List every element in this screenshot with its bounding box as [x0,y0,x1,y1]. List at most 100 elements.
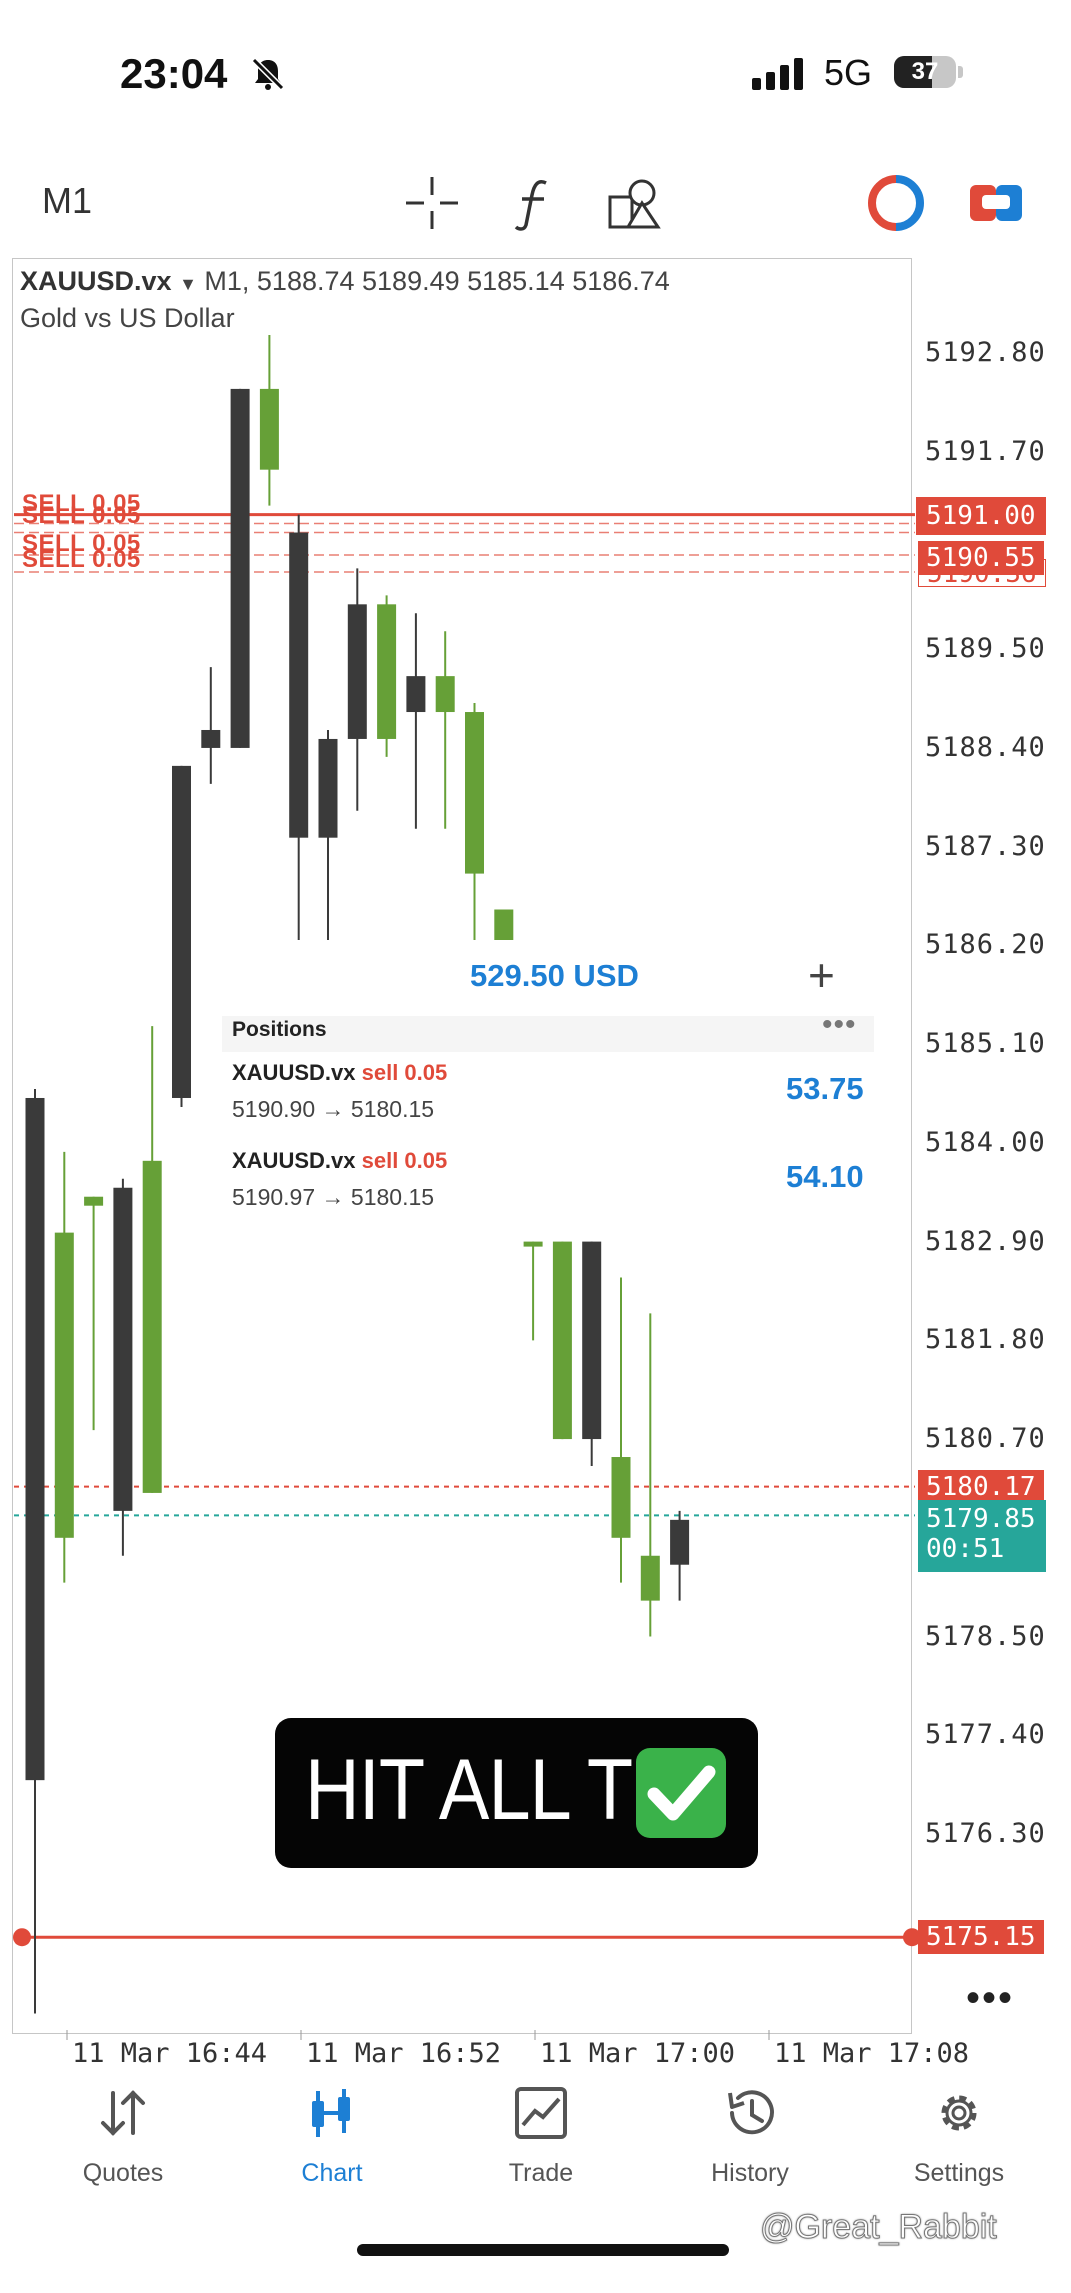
candle-body [640,1555,660,1601]
position-side: sell 0.05 [361,1148,448,1173]
time-tick-label: 11 Mar 17:08 [774,2038,970,2069]
price-tick-label: 5180.70 [925,1423,1046,1455]
candle-body [54,1232,74,1538]
bar-countdown: 00:51 [926,1534,1005,1564]
position-row[interactable]: XAUUSD.vx sell 0.05 [232,1060,447,1086]
price-tick-label: 5185.10 [925,1028,1046,1060]
nav-quotes[interactable]: Quotes [48,2085,198,2188]
watermark: @Great_Rabbit [760,2208,998,2247]
battery-tip [958,66,963,78]
positions-more-icon[interactable]: ••• [822,1008,857,1041]
candle-body [406,676,426,713]
candle-body [113,1187,133,1511]
network-type: 5G [824,52,873,93]
position-prices: 5190.90 → 5180.15 [232,1096,435,1122]
price-tick-label: 5188.40 [925,731,1046,763]
bid-price-tag: 5179.85 00:51 [918,1500,1046,1572]
trade-panel-icon[interactable] [968,175,1024,231]
candle-body [347,604,367,739]
home-indicator[interactable] [357,2244,729,2256]
candle-body [84,1196,104,1206]
trade-icon [515,2087,567,2139]
crosshair-icon[interactable] [404,175,460,231]
price-tick-label: 5181.80 [925,1324,1046,1356]
sell-order-label[interactable]: SELL 0.05 [22,530,141,557]
time-tick-label: 11 Mar 16:52 [306,2038,502,2069]
signal-icon [752,58,803,90]
candle-body [201,729,221,748]
price-tick-label: 5187.30 [925,830,1046,862]
sell-order-label[interactable]: SELL 0.05 [22,546,141,573]
nav-label: Quotes [82,2159,164,2187]
nav-history[interactable]: History [675,2085,825,2188]
nav-chart[interactable]: Chart [257,2085,407,2188]
nav-label: Settings [913,2159,1005,2187]
nav-settings[interactable]: Settings [884,2085,1034,2188]
battery-level: 37 [911,58,939,85]
candle-body [318,738,338,838]
nav-label: History [711,2159,789,2187]
candle-body [230,388,250,748]
position-row[interactable]: XAUUSD.vx sell 0.05 [232,1148,447,1174]
indicators-icon[interactable] [506,175,562,231]
nav-label: Trade [508,2159,574,2187]
price-tick-label: 5182.90 [925,1225,1046,1257]
candle-body [582,1241,602,1440]
stop-price-tag: 5175.15 [918,1920,1044,1954]
candle-body [377,604,397,739]
candle-body [523,1241,543,1247]
price-tick-label: 5184.00 [925,1126,1046,1158]
position-profit: 53.75 [786,1071,864,1106]
price-tick-label: 5189.50 [925,633,1046,665]
symbol-name: XAUUSD.vx [20,266,172,296]
bell-muted-icon [251,57,285,91]
sell-price-tag-mid: 5190.55 [918,541,1044,575]
candle-body [670,1519,690,1565]
nav-trade[interactable]: Trade [466,2085,616,2188]
symbol-dropdown-icon[interactable]: ▼ [179,274,197,294]
position-symbol: XAUUSD.vx [232,1060,356,1085]
candle-body [435,676,455,713]
time-tick-label: 11 Mar 17:00 [540,2038,736,2069]
new-order-plus-icon[interactable]: + [808,949,835,1001]
sell-order-label[interactable]: SELL 0.05 [22,490,141,517]
candle-body [552,1241,572,1440]
candle-body [172,765,191,1098]
chart-icon [312,2089,350,2137]
quotes-icon [101,2090,145,2136]
price-tick-label: 5178.50 [925,1620,1046,1652]
objects-icon[interactable] [606,175,662,231]
price-tick-label: 5177.40 [925,1719,1046,1751]
timeframe-button[interactable]: M1 [42,180,93,221]
price-tick-label: 5176.30 [925,1818,1046,1849]
candle-body [494,909,514,946]
sell-order-label[interactable]: SELL 0.05 [22,502,141,529]
symbol-description: Gold vs US Dollar [20,303,235,333]
take-profit-tag: 5180.17 [918,1470,1044,1504]
price-tick-label: 5186.20 [925,929,1046,961]
candle-body [259,388,279,470]
symbol-header[interactable]: XAUUSD.vx ▼ M1, 5188.74 5189.49 5185.14 … [20,266,670,297]
banner-text: HIT ALL TP [305,1742,683,1838]
position-side: sell 0.05 [361,1060,448,1085]
history-icon [728,2090,774,2135]
one-click-trading-icon[interactable] [868,175,924,231]
position-symbol: XAUUSD.vx [232,1148,356,1173]
settings-icon [941,2095,977,2131]
time-tick-label: 11 Mar 16:44 [72,2038,268,2069]
price-tick-label: 5191.70 [925,435,1046,467]
position-prices: 5190.97 → 5180.15 [232,1184,435,1210]
candle-body [611,1457,631,1538]
chart-more-icon[interactable]: ••• [966,1976,1015,2020]
bid-price: 5179.85 [926,1504,1036,1534]
chart-area[interactable] [12,258,912,2034]
price-tick-label: 5192.80 [925,337,1046,368]
positions-panel [222,940,874,1230]
total-profit: 529.50 USD [470,958,639,993]
stop-line-handle [13,1928,31,1947]
position-profit: 54.10 [786,1159,864,1194]
ohlc-values: M1, 5188.74 5189.49 5185.14 5186.74 [204,266,670,296]
nav-label: Chart [301,2159,363,2187]
status-time: 23:04 [120,50,228,97]
